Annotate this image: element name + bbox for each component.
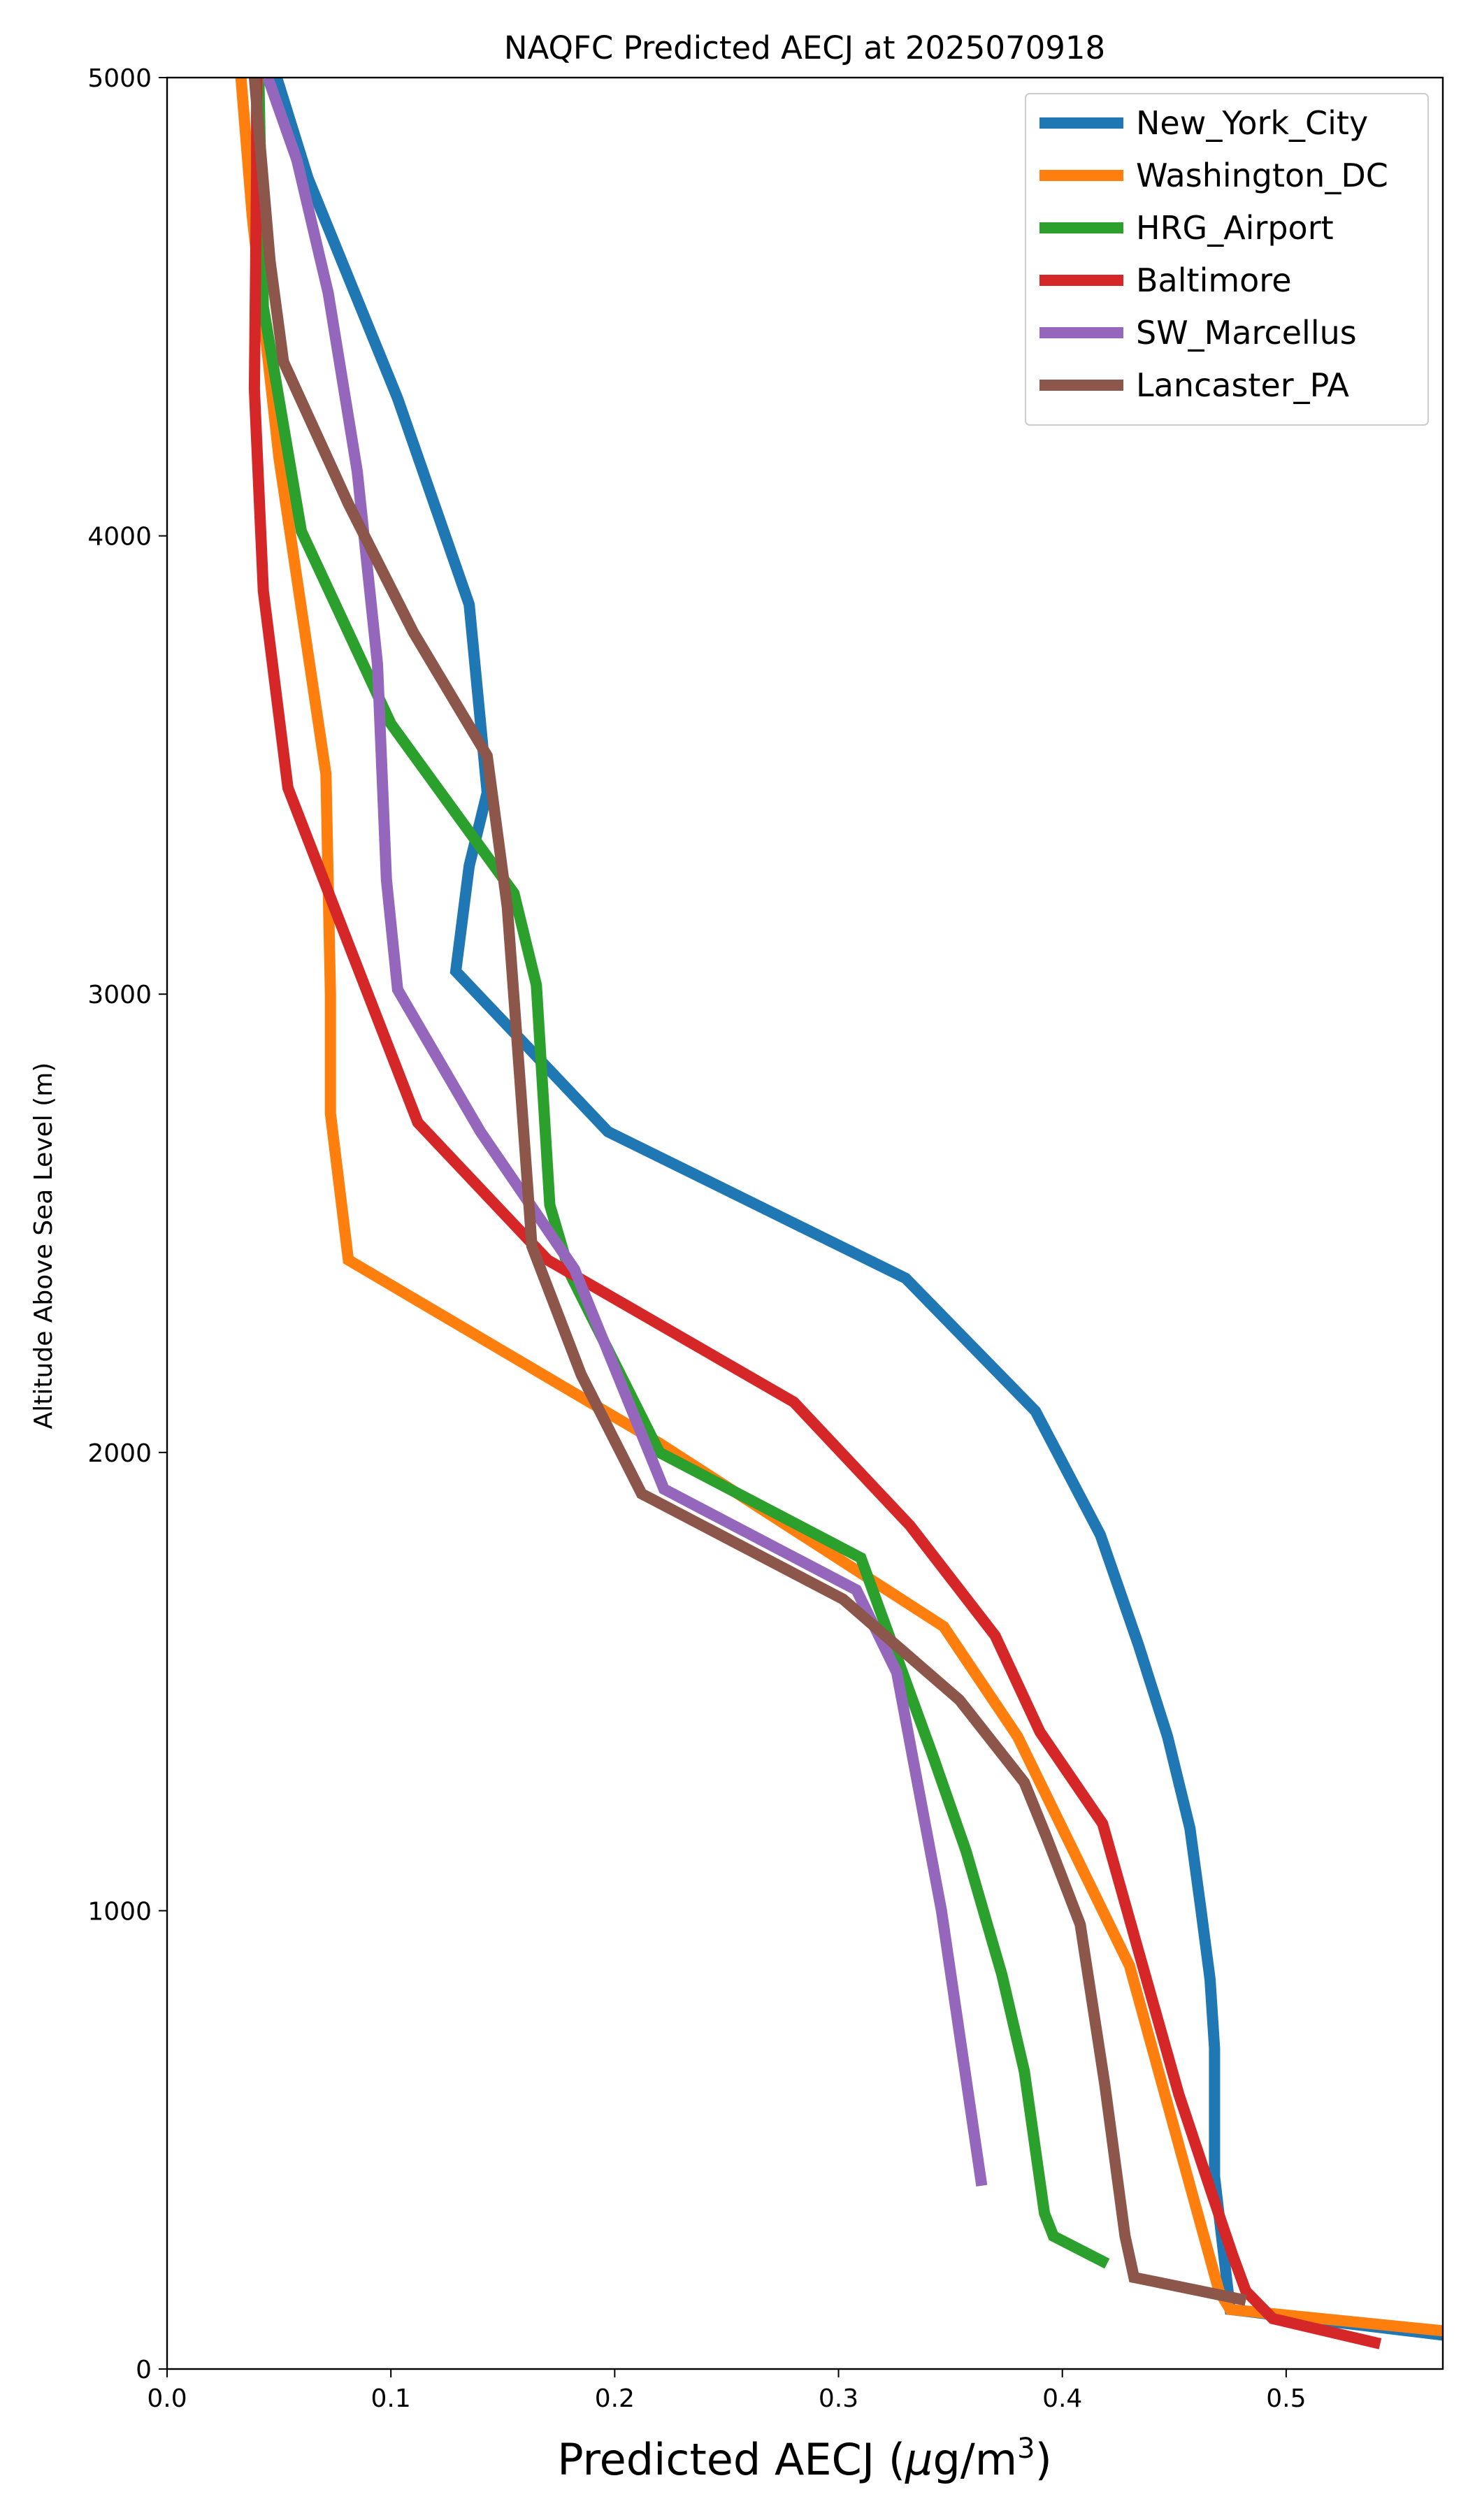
x-axis-label-mu: μ [905, 2434, 933, 2485]
y-tick-label: 5000 [87, 64, 152, 93]
series-line-washington-dc [235, 78, 1443, 2337]
y-tick-label: 0 [136, 2356, 152, 2384]
legend-label-sw-marcellus: SW_Marcellus [1136, 314, 1357, 352]
series-line-hrg-airport [253, 78, 1110, 2269]
y-tick-label: 4000 [87, 523, 152, 552]
legend-label-new-york-city: New_York_City [1136, 104, 1368, 142]
chart-title: NAQFC Predicted AECJ at 2025070918 [504, 29, 1105, 66]
y-tick-label: 1000 [87, 1897, 152, 1926]
x-tick-label: 0.0 [147, 2384, 187, 2413]
x-axis-label-unit: g/m [933, 2434, 1017, 2485]
series-layer [235, 78, 1443, 2349]
x-tick-label: 0.3 [819, 2384, 858, 2413]
x-axis-label: Predicted AECJ (μg/m3) [557, 2433, 1052, 2485]
x-axis-label-main: Predicted AECJ ( [557, 2434, 905, 2485]
x-axis-label-close: ) [1035, 2434, 1052, 2485]
legend-label-baltimore: Baltimore [1136, 261, 1292, 299]
legend-box [1025, 93, 1429, 426]
x-tick-label: 0.2 [595, 2384, 635, 2413]
legend-label-hrg-airport: HRG_Airport [1136, 209, 1334, 247]
y-axis-label: Altitude Above Sea Level (m) [29, 1063, 58, 1430]
legend: New_York_City Washington_DC HRG_Airport Bal… [1025, 93, 1429, 426]
plot-frame [166, 76, 1444, 2370]
y-tick-label: 3000 [87, 981, 152, 1009]
axes-layer: 0.0 0.1 0.2 0.3 0.4 0.5 0 1000 2000 3000 4000 5000 [87, 64, 1444, 2413]
series-line-new-york-city [271, 78, 1443, 2341]
series-line-sw-marcellus [262, 78, 988, 2187]
legend-label-lancaster-pa: Lancaster_PA [1136, 366, 1349, 404]
x-tick-label: 0.1 [371, 2384, 411, 2413]
series-line-baltimore [248, 78, 1382, 2349]
series-line-lancaster-pa [248, 78, 1247, 2306]
y-tick-label: 2000 [87, 1439, 152, 1468]
x-axis-label-superscript: 3 [1017, 2433, 1035, 2465]
legend-label-washington-dc: Washington_DC [1136, 157, 1388, 194]
x-tick-label: 0.5 [1266, 2384, 1306, 2413]
x-tick-label: 0.4 [1042, 2384, 1082, 2413]
